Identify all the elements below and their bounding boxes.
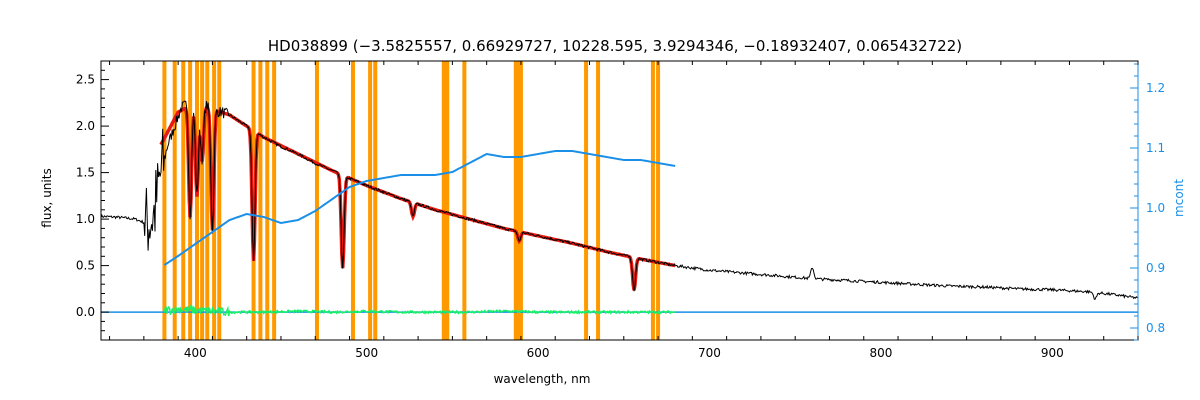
masked-line-band [200,61,205,340]
x-tick-label: 900 [1041,346,1064,360]
x-tick-label: 500 [355,346,378,360]
plot-area [101,61,1138,340]
x-axis-label: wavelength, nm [494,372,591,386]
y-tick-label: 1.0 [76,212,95,226]
series-continuum-line [163,150,676,266]
masked-line-band [596,61,601,340]
x-tick-label: 800 [869,346,892,360]
y-tick-label: 2.5 [76,73,95,87]
y2-tick-label: 1.1 [1146,141,1165,155]
masked-line-band [518,61,523,340]
y-tick-label: 2.0 [76,119,95,133]
masked-line-band [462,61,467,340]
masked-line-band [650,61,655,340]
x-tick-label: 700 [698,346,721,360]
masked-line-band [445,61,450,340]
y-tick-label: 0.5 [76,259,95,273]
masked-line-band [181,61,186,340]
y2-tick-label: 1.2 [1146,81,1165,95]
plot-content [101,61,1138,340]
masked-line-band [172,61,177,340]
masked-line-band [656,61,661,340]
axes: 400 500 600 700 800 900 0.0 0.5 1.0 1.5 2.0 2.5 0.8 0… [76,60,1165,360]
y2-tick-label: 0.9 [1146,261,1165,275]
x-tick-label: 600 [527,346,550,360]
masked-line-band [584,61,589,340]
series-residual-line [163,303,676,317]
y2-axis-label: mcont [1172,179,1186,217]
masked-line-band [441,61,446,340]
masked-line-band [272,61,277,340]
y-tick-label: 1.5 [76,166,95,180]
x-tick-label: 400 [184,346,207,360]
masked-line-band [314,61,319,340]
chart-title: HD038899 (−3.5825557, 0.66929727, 10228.… [268,37,962,55]
y-tick-label: 0.0 [76,305,95,319]
y2-tick-label: 1.0 [1146,201,1165,215]
masked-line-band [194,61,199,340]
masked-line-band [162,61,167,340]
masked-line-band [217,61,222,340]
masked-line-band [258,61,263,340]
y-axis-label: flux, units [40,168,54,227]
series-observed-line [101,100,1138,300]
y2-tick-label: 0.8 [1146,321,1165,335]
masked-line-band [368,61,373,340]
masked-line-band [350,61,355,340]
masked-line-band [205,61,210,340]
masked-line-band [373,61,378,340]
masked-line-band [265,61,270,340]
